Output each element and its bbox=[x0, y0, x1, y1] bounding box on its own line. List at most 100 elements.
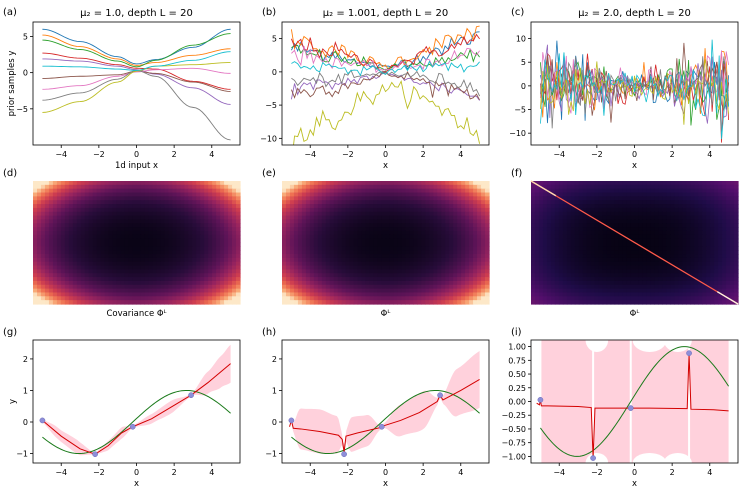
heatmap-cell-d bbox=[36, 227, 42, 232]
heatmap-cell-e bbox=[421, 184, 426, 190]
heatmap-cell-d bbox=[208, 207, 213, 213]
heatmap-cell-e bbox=[317, 242, 323, 247]
heatmap-cell-f bbox=[618, 242, 624, 247]
heatmap-cell-f bbox=[578, 192, 584, 197]
heatmap-cell-e bbox=[349, 184, 355, 190]
series-line-b bbox=[293, 79, 481, 145]
heatmap-cell-e bbox=[353, 230, 359, 236]
heatmap-cell-e bbox=[381, 192, 387, 197]
heatmap-cell-d bbox=[232, 246, 237, 251]
heatmap-cell-e bbox=[282, 300, 287, 305]
heatmap-cell-e bbox=[433, 227, 438, 232]
heatmap-cell-f bbox=[554, 223, 560, 228]
heatmap-cell-d bbox=[76, 261, 82, 267]
heatmap-cell-e bbox=[481, 300, 486, 305]
heatmap-cell-d bbox=[144, 269, 150, 274]
heatmap-cell-f bbox=[582, 188, 588, 194]
heatmap-cell-d bbox=[33, 196, 38, 201]
heatmap-cell-e bbox=[293, 234, 299, 240]
heatmap-cell-f bbox=[558, 277, 564, 282]
heatmap-cell-d bbox=[184, 215, 189, 221]
heatmap-cell-f bbox=[622, 207, 628, 213]
heatmap-cell-d bbox=[108, 300, 114, 305]
heatmap-cell-e bbox=[321, 265, 327, 270]
heatmap-cell-e bbox=[409, 254, 414, 259]
heatmap-cell-d bbox=[220, 269, 225, 274]
heatmap-cell-e bbox=[282, 246, 287, 251]
heatmap-cell-e bbox=[425, 207, 430, 213]
heatmap-cell-e bbox=[397, 242, 403, 247]
heatmap-cell-f bbox=[646, 204, 652, 209]
heatmap-cell-e bbox=[485, 254, 490, 259]
heatmap-cell-f bbox=[566, 277, 572, 282]
heatmap-cell-e bbox=[449, 211, 454, 217]
heatmap-cell-d bbox=[60, 215, 66, 221]
heatmap-cell-d bbox=[220, 296, 225, 301]
heatmap-cell-f bbox=[546, 277, 552, 282]
heatmap-cell-f bbox=[662, 269, 667, 274]
heatmap-cell-f bbox=[626, 234, 632, 240]
heatmap-cell-e bbox=[417, 246, 422, 251]
heatmap-cell-e bbox=[301, 204, 307, 209]
heatmap-cell-d bbox=[180, 192, 185, 197]
heatmap-cell-f bbox=[630, 223, 636, 228]
heatmap-cell-f bbox=[546, 204, 552, 209]
heatmap-cell-f bbox=[542, 227, 548, 232]
heatmap-cell-f bbox=[622, 277, 628, 282]
heatmap-cell-d bbox=[128, 284, 134, 290]
heatmap-cell-f bbox=[570, 207, 576, 213]
heatmap-cell-d bbox=[84, 188, 90, 194]
heatmap-cell-e bbox=[361, 200, 367, 205]
heatmap-cell-d bbox=[128, 211, 134, 217]
heatmap-cell-e bbox=[337, 215, 343, 221]
heatmap-cell-e bbox=[425, 227, 430, 232]
heatmap-cell-e bbox=[397, 211, 403, 217]
heatmap-cell-d bbox=[224, 254, 229, 259]
heatmap-cell-f bbox=[554, 188, 560, 194]
heatmap-cell-d bbox=[120, 273, 126, 278]
heatmap-cell-d bbox=[56, 200, 62, 205]
heatmap-cell-d bbox=[152, 246, 157, 251]
heatmap-cell-e bbox=[357, 296, 363, 301]
heatmap-cell-e bbox=[441, 181, 446, 186]
heatmap-cell-f bbox=[590, 234, 596, 240]
heatmap-cell-f bbox=[698, 269, 703, 274]
heatmap-cell-d bbox=[208, 288, 213, 294]
heatmap-cell-f bbox=[658, 292, 663, 297]
heatmap-cell-e bbox=[465, 207, 470, 213]
heatmap-cell-f bbox=[562, 207, 568, 213]
heatmap-cell-f bbox=[582, 223, 588, 228]
heatmap-cell-f bbox=[686, 273, 691, 278]
heatmap-cell-f bbox=[554, 269, 560, 274]
heatmap-cell-e bbox=[357, 184, 363, 190]
heatmap-cell-d bbox=[232, 219, 237, 224]
heatmap-cell-f bbox=[534, 211, 540, 217]
heatmap-cell-e bbox=[305, 277, 311, 282]
heatmap-cell-d bbox=[48, 292, 54, 297]
heatmap-cell-f bbox=[566, 238, 572, 244]
heatmap-cell-d bbox=[64, 265, 70, 270]
heatmap-cell-e bbox=[317, 211, 323, 217]
heatmap-cell-e bbox=[357, 223, 363, 228]
heatmap-cell-e bbox=[445, 211, 450, 217]
heatmap-cell-d bbox=[68, 211, 74, 217]
heatmap-cell-d bbox=[176, 292, 181, 297]
heatmap-cell-f bbox=[638, 215, 644, 221]
heatmap-cell-f bbox=[694, 230, 699, 236]
heatmap-cell-f bbox=[574, 246, 580, 251]
heatmap-cell-d bbox=[176, 223, 181, 228]
heatmap-cell-e bbox=[465, 292, 470, 297]
heatmap-cell-e bbox=[381, 211, 387, 217]
heatmap-cell-f bbox=[566, 196, 572, 201]
heatmap-cell-d bbox=[212, 200, 217, 205]
heatmap-cell-f bbox=[598, 254, 604, 259]
heatmap-cell-f bbox=[534, 181, 540, 186]
heatmap-cell-e bbox=[381, 292, 387, 297]
heatmap-cell-f bbox=[726, 246, 731, 251]
heatmap-cell-d bbox=[132, 265, 138, 270]
heatmap-cell-e bbox=[445, 234, 450, 240]
heatmap-cell-d bbox=[188, 273, 193, 278]
heatmap-cell-e bbox=[289, 277, 295, 282]
heatmap-cell-e bbox=[469, 273, 474, 278]
heatmap-cell-f bbox=[614, 246, 620, 251]
